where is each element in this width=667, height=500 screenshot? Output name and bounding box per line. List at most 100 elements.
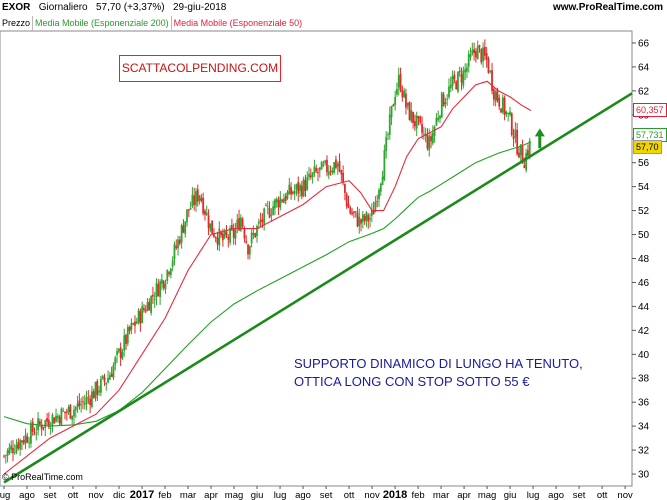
candle-body-126 (229, 227, 231, 243)
candle-body-292 (527, 150, 529, 156)
candle-body-109 (198, 195, 201, 201)
candle-body-215 (388, 114, 391, 135)
period-label: Giornaliero (38, 2, 88, 13)
y-tick-label-12: 54 (638, 182, 650, 193)
candle-body-266 (480, 49, 483, 63)
candle-body-198 (358, 216, 361, 227)
candle-body-159 (288, 184, 291, 195)
candle-body-226 (408, 102, 411, 121)
candle-body-275 (496, 89, 499, 101)
x-tick-label-16: nov (364, 490, 380, 500)
candle-body-74 (135, 321, 138, 324)
candle-body-110 (200, 198, 203, 201)
candle-body-160 (290, 187, 292, 195)
candle-body-167 (302, 179, 305, 196)
candle-body-188 (340, 170, 343, 175)
candle-body-56 (103, 377, 106, 382)
candle-body-43 (80, 404, 83, 406)
candle-body-14 (28, 442, 31, 444)
candle-body-168 (304, 180, 307, 192)
candle-body-94 (171, 260, 174, 267)
candle-body-268 (483, 47, 486, 56)
x-tick-label-25: set (573, 490, 586, 500)
candle-body-88 (160, 279, 163, 284)
candle-body-132 (239, 217, 242, 231)
ema50-value-badge: 60,357 (633, 103, 667, 117)
candle-body-289 (521, 146, 524, 164)
candle-body-99 (180, 225, 183, 243)
candle-body-282 (509, 111, 511, 116)
x-tick-label-6: 2017 (130, 489, 154, 500)
candle-body-65 (119, 347, 122, 358)
candle-body-100 (182, 225, 185, 233)
candle-body-274 (494, 91, 497, 102)
x-tick-label-0: lug (0, 490, 10, 500)
candle-body-83 (152, 294, 154, 297)
candle-body-242 (437, 117, 440, 120)
candle-body-140 (254, 233, 257, 237)
candle-body-92 (168, 272, 170, 274)
candle-body-125 (227, 236, 230, 240)
candle-body-243 (439, 115, 441, 119)
source-label: www.ProRealTime.com (552, 2, 663, 13)
x-tick-label-22: giu (504, 490, 517, 500)
candle-body-260 (469, 53, 472, 58)
candle-body-66 (121, 351, 124, 359)
candle-body-186 (336, 163, 339, 167)
candle-body-107 (195, 191, 197, 206)
y-tick-label-11: 52 (638, 206, 650, 217)
candle-body-63 (116, 350, 118, 356)
candle-body-143 (259, 220, 262, 222)
legend-ema50[interactable]: Media Mobile (Esponenziale 50) (173, 18, 303, 28)
watermark-box: SCATTACOLPENDING.COM (119, 55, 281, 82)
annotation-line-2: OTTICA LONG CON STOP SOTTO 55 € (294, 374, 530, 389)
legend-ema200[interactable]: Media Mobile (Esponenziale 200) (33, 16, 172, 30)
x-tick-label-7: feb (158, 490, 171, 500)
x-tick-label-20: apr (457, 490, 471, 500)
candle-body-177 (320, 161, 323, 170)
candle-body-36 (67, 407, 70, 413)
candle-body-78 (143, 308, 145, 311)
candle-body-178 (322, 164, 325, 166)
x-tick-label-11: giu (251, 490, 264, 500)
y-tick-label-3: 36 (638, 398, 650, 409)
chart-header: EXOR Giornaliero 57,70 (+3,37%) 29-giu-2… (0, 0, 667, 16)
candle-body-21 (40, 424, 43, 430)
candle-body-164 (297, 181, 300, 194)
candle-body-184 (333, 162, 336, 173)
y-tick-label-18: 66 (638, 38, 650, 49)
candle-body-190 (344, 184, 346, 193)
candle-body-3 (8, 447, 11, 454)
candle-body-208 (376, 201, 379, 202)
candle-body-284 (512, 136, 515, 139)
candle-body-84 (153, 298, 156, 300)
candle-body-7 (15, 444, 18, 452)
y-tick-label-7: 44 (638, 302, 650, 313)
x-tick-label-10: mag (225, 490, 243, 500)
candle-body-236 (426, 134, 429, 149)
candle-body-117 (213, 233, 215, 237)
y-tick-label-16: 62 (638, 86, 650, 97)
candle-body-148 (268, 208, 271, 218)
candle-body-212 (383, 150, 386, 180)
candle-body-195 (352, 211, 355, 213)
candle-body-11 (22, 439, 25, 444)
legend-price[interactable]: Prezzo (0, 16, 34, 30)
candle-body-261 (471, 50, 474, 54)
candle-body-5 (12, 447, 14, 453)
candle-body-238 (430, 136, 432, 142)
candle-body-285 (514, 129, 517, 138)
candle-body-113 (205, 212, 208, 216)
candle-body-61 (112, 365, 115, 379)
candle-body-230 (415, 115, 418, 129)
candle-body-27 (51, 414, 54, 426)
candle-body-118 (214, 236, 217, 239)
ticker-symbol: EXOR (2, 2, 31, 13)
candle-body-287 (518, 152, 520, 158)
candle-body-72 (132, 323, 135, 325)
price-value-badge: 57,70 (633, 140, 662, 154)
candle-body-270 (487, 58, 490, 73)
candle-body-245 (442, 94, 445, 107)
candle-body-71 (130, 322, 133, 330)
